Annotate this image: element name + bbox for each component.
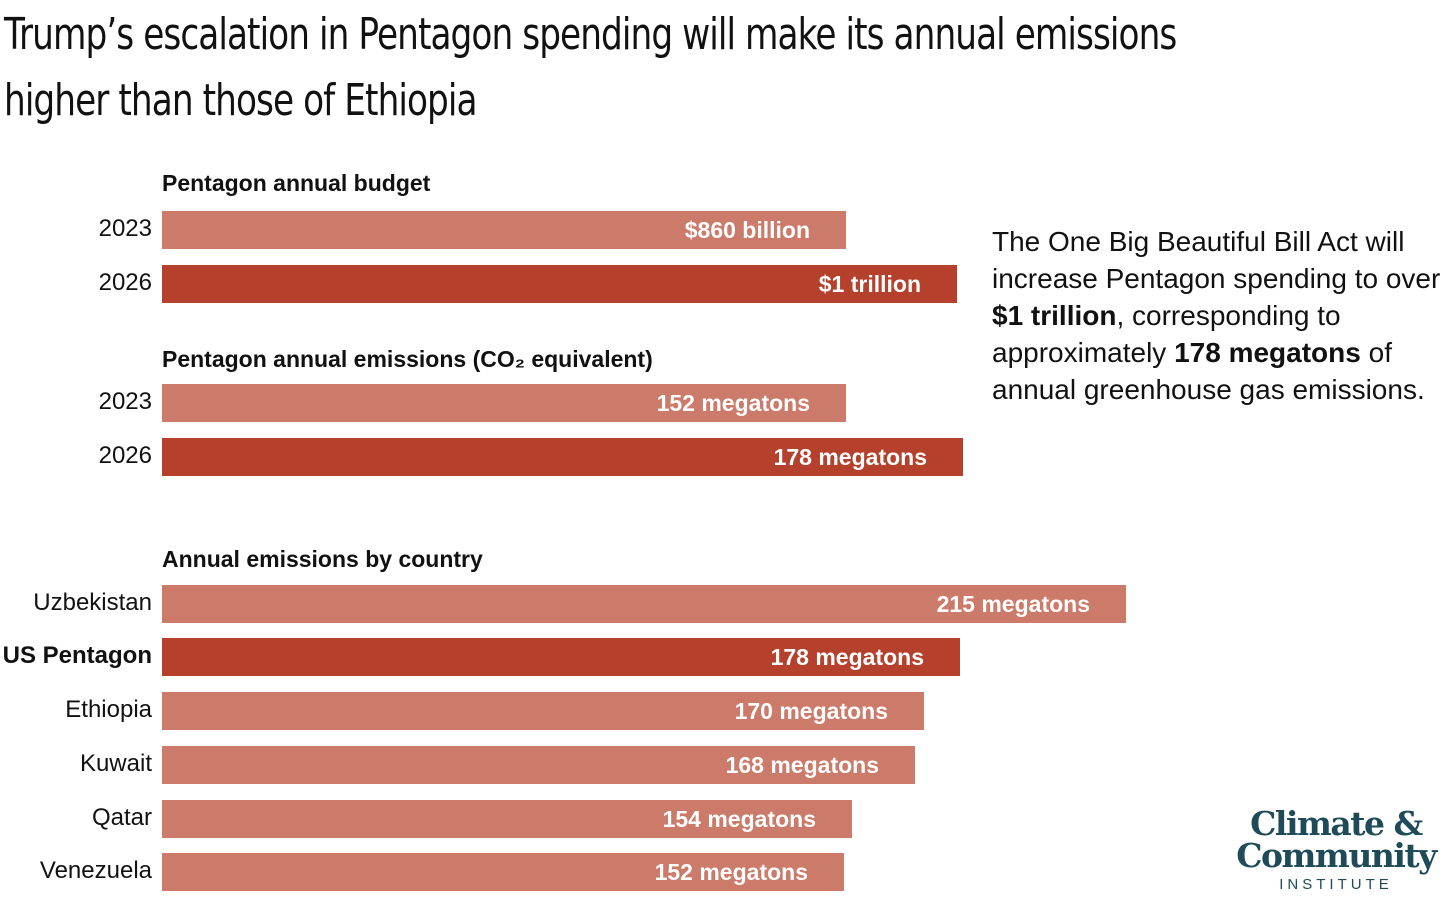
annotation-bold-emissions: 178 megatons — [1174, 337, 1361, 368]
category-label-us-pentagon: US Pentagon — [2, 642, 152, 669]
bar-2023: $860 billion — [162, 211, 846, 249]
annotation-part-2: , corresponding to approximately — [992, 300, 1341, 368]
data-label-kuwait: 168 megatons — [725, 752, 879, 778]
bar-venezuela: 152 megatons — [162, 853, 844, 891]
bar-ethiopia: 170 megatons — [162, 692, 924, 730]
category-label-uzbekistan: Uzbekistan — [33, 589, 152, 616]
category-label-2026: 2026 — [98, 442, 152, 469]
chart-title-line-2: higher than those of Ethiopia — [4, 75, 478, 126]
chart-3-title: Annual emissions by country — [162, 546, 483, 572]
logo-line-3: INSTITUTE — [1279, 876, 1393, 893]
annotation-part-1: The One Big Beautiful Bill Act will incr… — [992, 226, 1441, 294]
category-label-kuwait: Kuwait — [79, 750, 152, 777]
category-label-venezuela: Venezuela — [39, 857, 152, 884]
category-label-ethiopia: Ethiopia — [65, 696, 152, 723]
annotation-text: The One Big Beautiful Bill Act will incr… — [992, 223, 1452, 408]
data-label-2023: $860 billion — [684, 217, 810, 243]
bar-2026: $1 trillion — [162, 265, 957, 303]
annotation-part-3: of annual greenhouse gas emissions. — [992, 337, 1425, 405]
category-label-2023: 2023 — [98, 215, 152, 242]
bar-2023: 152 megatons — [162, 384, 846, 422]
climate-community-institute-logo: Climate & Community INSTITUTE — [1236, 804, 1437, 893]
data-label-qatar: 154 megatons — [662, 806, 816, 832]
category-label-qatar: Qatar — [91, 804, 152, 831]
bar-uzbekistan: 215 megatons — [162, 585, 1126, 623]
category-label-2026: 2026 — [98, 269, 152, 296]
chart-title-line-1: Trump’s escalation in Pentagon spending … — [4, 9, 1177, 60]
annotation-bold-budget: $1 trillion — [992, 300, 1117, 331]
logo-line-1: Climate & — [1250, 804, 1423, 843]
data-label-ethiopia: 170 megatons — [734, 698, 888, 724]
category-label-2023: 2023 — [98, 388, 152, 415]
bar-qatar: 154 megatons — [162, 800, 852, 838]
data-label-uzbekistan: 215 megatons — [936, 591, 1090, 617]
data-label-venezuela: 152 megatons — [654, 859, 808, 885]
logo-line-2: Community — [1236, 836, 1437, 875]
bar-us-pentagon: 178 megatons — [162, 638, 960, 676]
bar-kuwait: 168 megatons — [162, 746, 915, 784]
bar-2026: 178 megatons — [162, 438, 963, 476]
data-label-us-pentagon: 178 megatons — [770, 644, 924, 670]
data-label-2023: 152 megatons — [656, 390, 810, 416]
data-label-2026: 178 megatons — [773, 444, 927, 470]
chart-1-title: Pentagon annual budget — [162, 170, 431, 196]
data-label-2026: $1 trillion — [818, 271, 921, 297]
chart-2-title: Pentagon annual emissions (CO₂ equivalen… — [162, 346, 653, 372]
chart-title: Trump’s escalation in Pentagon spending … — [4, 2, 1177, 134]
